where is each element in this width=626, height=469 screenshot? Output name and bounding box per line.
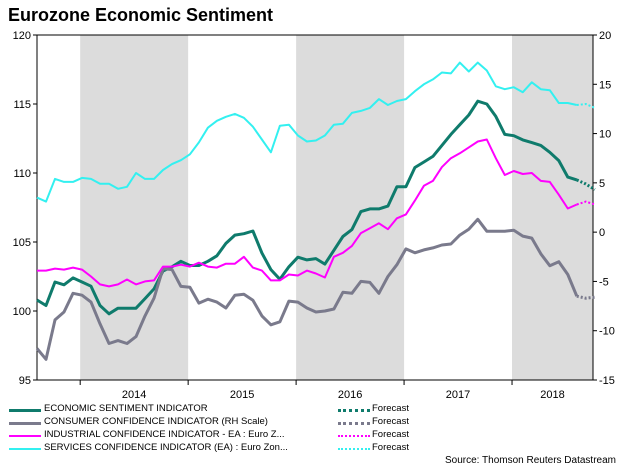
x-axis-ticks: 2014 2015 2016 2017 2018 (79, 380, 565, 401)
right-tick-label: -15 (599, 375, 615, 387)
right-axis-ticks: -15 -10 -5 0 5 10 15 20 (593, 30, 615, 387)
x-tick-label: 2017 (446, 389, 470, 401)
source-note: Source: Thomson Reuters Datastream (444, 455, 616, 466)
right-tick-label: 5 (599, 178, 605, 190)
series-line-esi (36, 99, 578, 316)
shaded-year-bands (80, 35, 593, 380)
series-line-consumer (35, 217, 579, 361)
right-tick-label: 15 (599, 79, 611, 91)
left-axis-ticks: 95 100 105 110 115 120 (13, 30, 37, 387)
right-tick-label: 20 (599, 30, 611, 42)
forecast-line-services (576, 102, 596, 109)
x-tick-label: 2016 (338, 389, 362, 401)
left-tick-label: 115 (13, 99, 31, 111)
left-tick-label: 110 (13, 168, 31, 180)
year-band-2014 (80, 35, 189, 380)
series-line-services (36, 61, 578, 203)
x-tick-label: 2014 (122, 389, 146, 401)
series-line-industrial (37, 138, 578, 288)
year-band-2018 (512, 35, 593, 380)
right-tick-label: -10 (599, 326, 615, 338)
x-tick-label: 2015 (230, 389, 254, 401)
left-tick-label: 120 (13, 30, 31, 42)
left-tick-label: 105 (13, 237, 31, 249)
right-tick-label: 10 (599, 129, 611, 141)
left-tick-label: 100 (13, 306, 31, 318)
chart-title: Eurozone Economic Sentiment (8, 5, 274, 25)
right-tick-label: 0 (599, 227, 605, 239)
forecast-line-consumer (576, 294, 595, 300)
forecast-line-industrial (576, 200, 596, 206)
left-tick-label: 95 (19, 375, 31, 387)
plot-frame (36, 34, 594, 381)
x-tick-label: 2018 (540, 389, 564, 401)
forecast-line-esi (576, 178, 596, 191)
right-tick-label: -5 (599, 276, 609, 288)
series-lines (35, 61, 596, 361)
